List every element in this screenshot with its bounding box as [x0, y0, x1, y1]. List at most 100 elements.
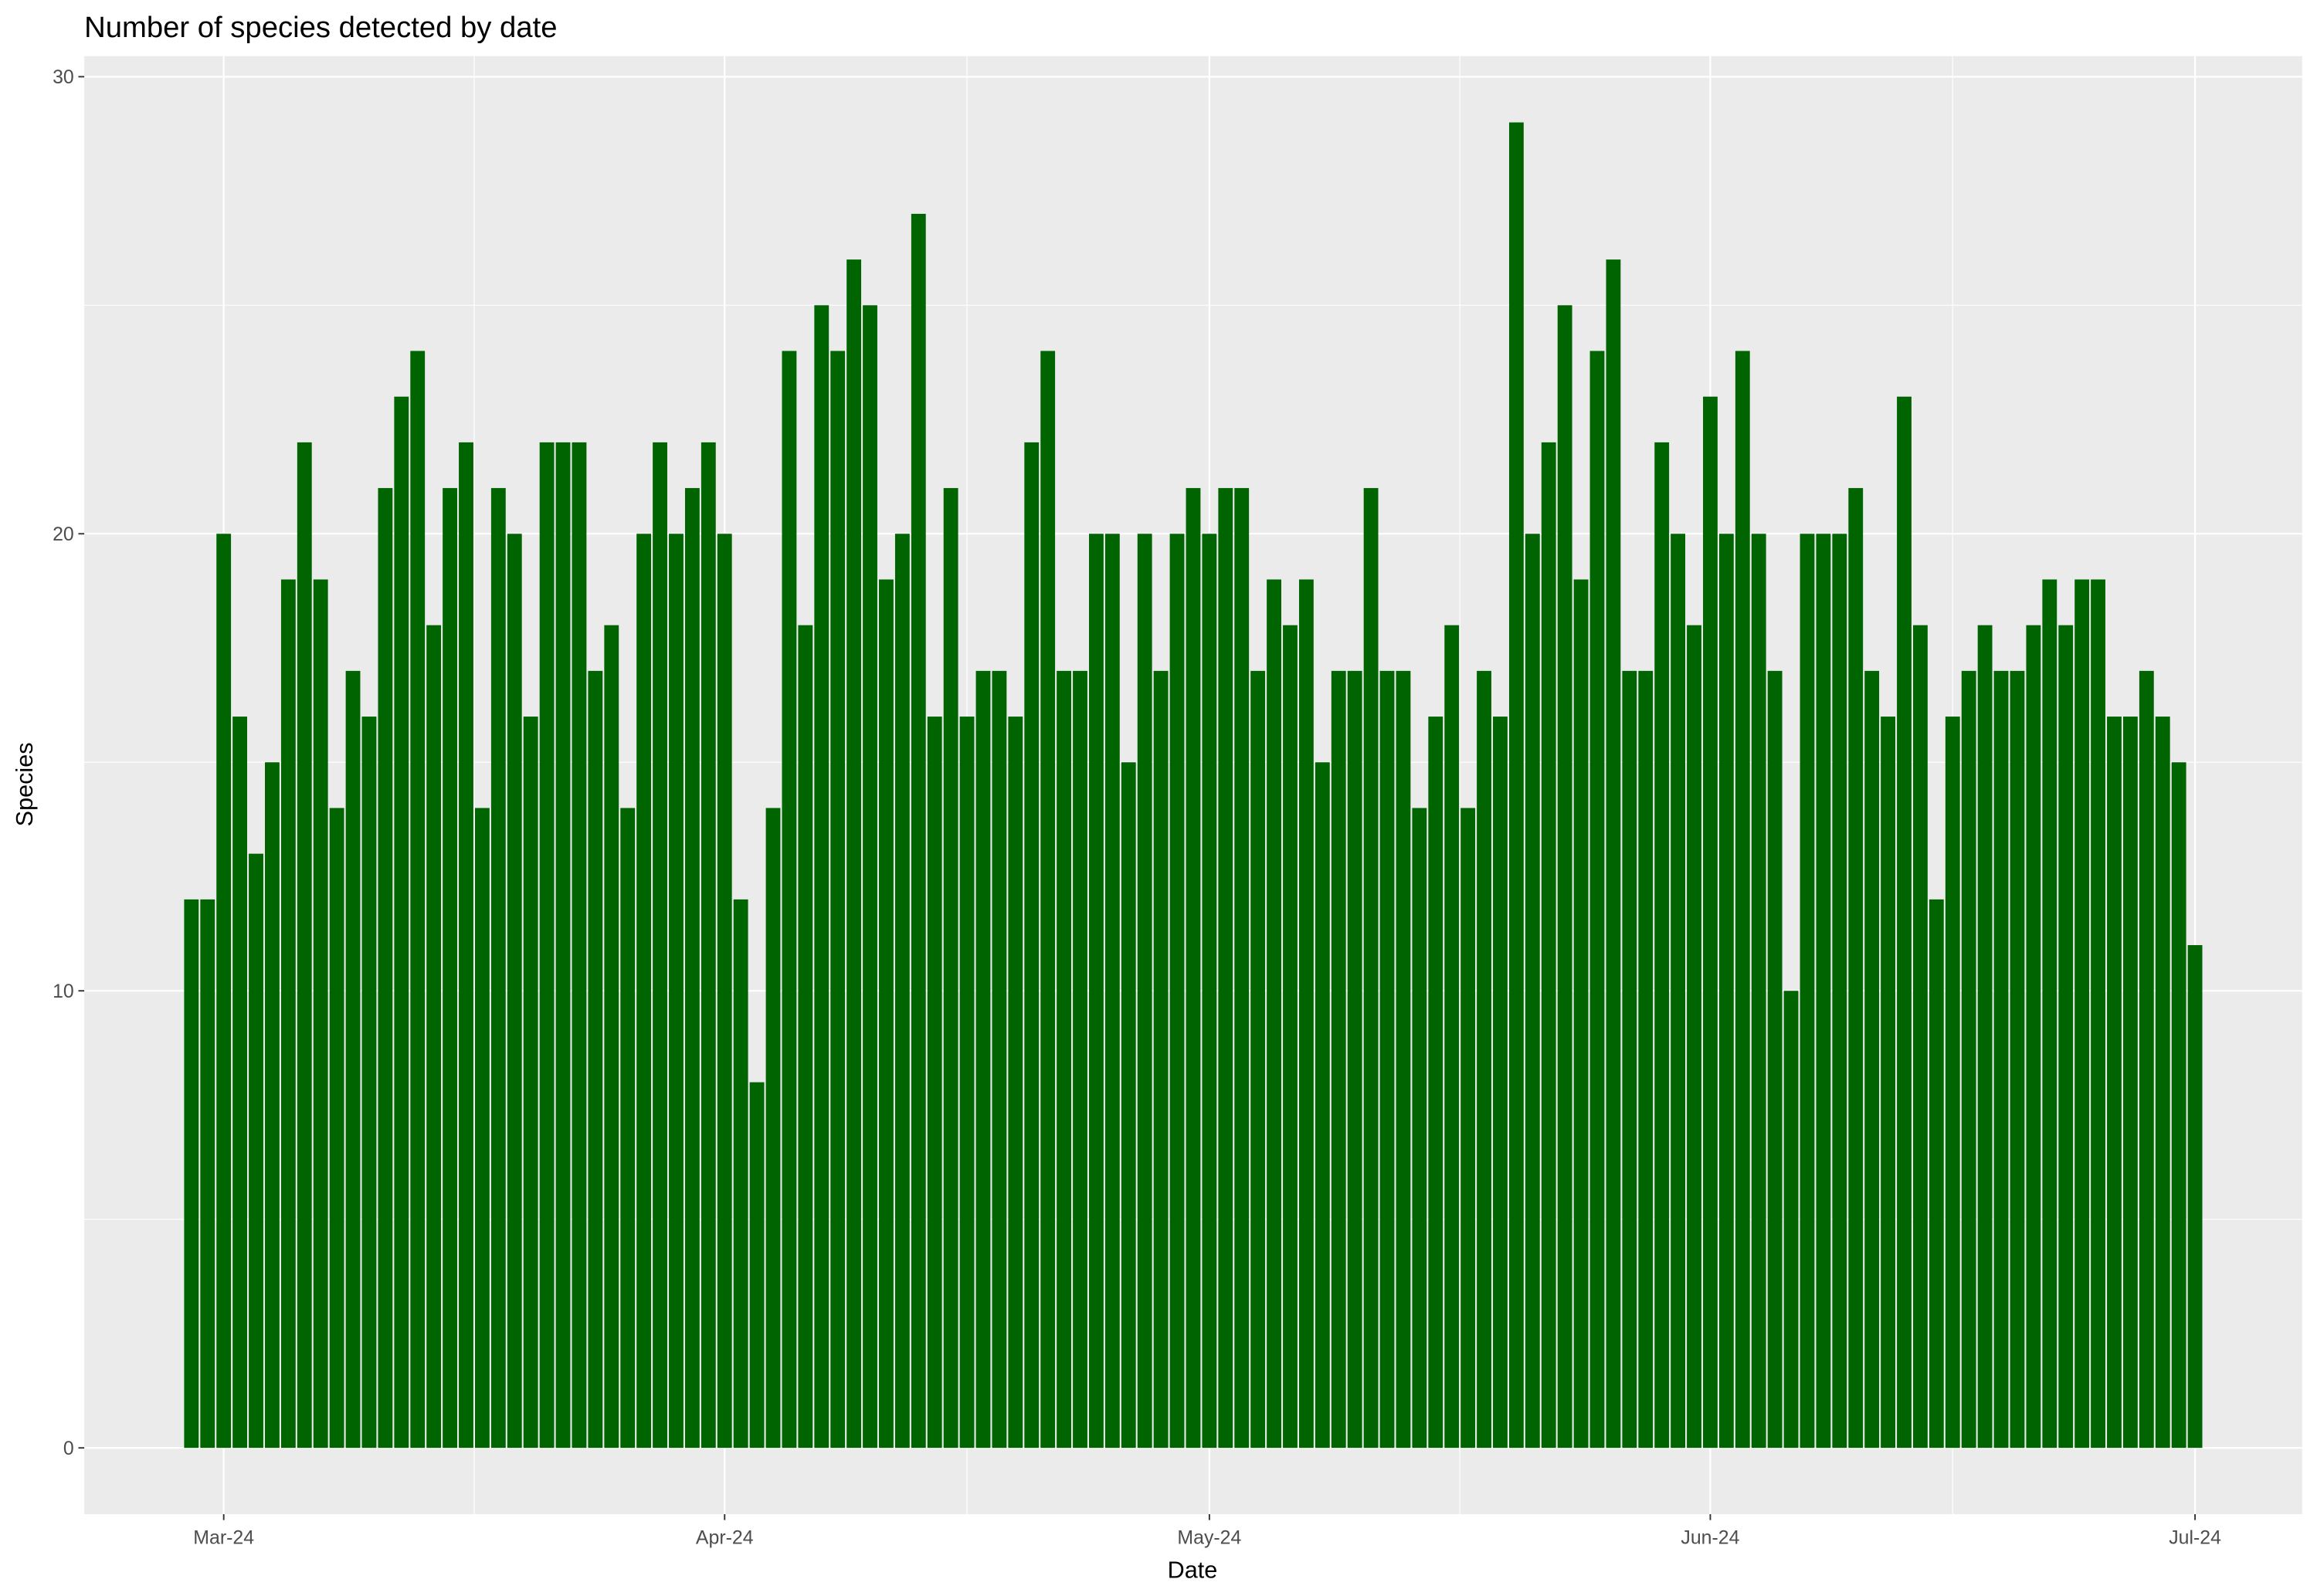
bar: [1622, 670, 1637, 1449]
bar: [1864, 670, 1880, 1449]
bar: [1169, 534, 1185, 1449]
y-tick-label: 0: [63, 1438, 74, 1459]
bar: [1234, 488, 1250, 1449]
bar: [1929, 899, 1944, 1449]
bar: [653, 442, 667, 1449]
bar: [879, 579, 894, 1449]
y-tick-label: 10: [53, 981, 74, 1002]
bar: [911, 213, 926, 1449]
bar: [1589, 351, 1605, 1449]
bar: [1606, 259, 1621, 1449]
bar: [459, 442, 473, 1449]
bar: [1379, 670, 1395, 1449]
x-tick-label: Jun-24: [1681, 1527, 1739, 1548]
bar: [2187, 945, 2203, 1449]
bar: [1735, 351, 1750, 1449]
bar: [1477, 670, 1491, 1449]
bar: [200, 899, 215, 1449]
bar: [572, 442, 587, 1449]
bar: [1848, 488, 1864, 1449]
chart-title: Number of species detected by date: [84, 11, 557, 44]
bar: [636, 534, 652, 1449]
bar: [345, 670, 361, 1449]
bar: [184, 899, 199, 1449]
bar: [474, 808, 490, 1449]
bar: [717, 534, 732, 1449]
bar: [1460, 808, 1476, 1449]
bar: [814, 305, 829, 1449]
bar: [620, 808, 636, 1449]
bar: [765, 808, 781, 1449]
x-tick-label: Jul-24: [2169, 1527, 2221, 1548]
bar: [2042, 579, 2057, 1449]
bar: [1186, 488, 1201, 1449]
bar: [1718, 534, 1734, 1449]
bar: [410, 351, 426, 1449]
bar: [555, 442, 571, 1449]
bar: [1331, 670, 1346, 1449]
bar: [1121, 762, 1136, 1449]
y-axis-title: Species: [12, 742, 38, 826]
bar: [1703, 396, 1718, 1449]
bar: [1654, 442, 1670, 1449]
bar: [1363, 488, 1379, 1449]
bar: [216, 534, 232, 1449]
bar: [1089, 534, 1104, 1449]
bar: [1767, 670, 1783, 1449]
bar: [1347, 670, 1362, 1449]
bar: [1428, 717, 1443, 1449]
x-tick-label: Apr-24: [696, 1527, 754, 1548]
bar: [1444, 625, 1460, 1449]
bar: [507, 534, 522, 1449]
bar: [701, 442, 716, 1449]
bar: [1202, 534, 1217, 1449]
bar: [1218, 488, 1233, 1449]
bar: [1993, 670, 2009, 1449]
bar: [1315, 762, 1330, 1449]
bar: [927, 717, 942, 1449]
bar: [2026, 625, 2041, 1449]
bar: [2107, 717, 2122, 1449]
bar: [1541, 442, 1556, 1449]
y-tick-label: 20: [53, 524, 74, 545]
bar: [1040, 351, 1056, 1449]
bar: [1267, 579, 1281, 1449]
bar: [1137, 534, 1152, 1449]
bar: [378, 488, 393, 1449]
bar: [1881, 717, 1895, 1449]
bar: [2171, 762, 2186, 1449]
bar: [1913, 625, 1928, 1449]
bar: [2058, 625, 2074, 1449]
bar: [749, 1082, 765, 1449]
bar: [329, 808, 344, 1449]
axes: 0 10 20 30 Mar-24 Apr-24 May-24 Jun-24 Jul-24: [53, 66, 2221, 1548]
bar: [1800, 534, 1815, 1449]
bar: [1961, 670, 1976, 1449]
bar: [588, 670, 603, 1449]
bar: [249, 853, 263, 1449]
bar: [975, 670, 991, 1449]
bar: [1945, 717, 1960, 1449]
bar: [1573, 579, 1589, 1449]
bar: [1412, 808, 1427, 1449]
bar: [297, 442, 312, 1449]
bar: [1557, 305, 1572, 1449]
x-tick-label: Mar-24: [193, 1527, 254, 1548]
bar: [1153, 670, 1169, 1449]
bar: [2074, 579, 2090, 1449]
bar: [1057, 670, 1072, 1449]
bar: [2155, 717, 2170, 1449]
bar: [733, 899, 748, 1449]
bar: [1008, 717, 1023, 1449]
bar: [361, 717, 377, 1449]
bar: [1751, 534, 1766, 1449]
bar: [1638, 670, 1654, 1449]
bar: [894, 534, 910, 1449]
bar: [992, 670, 1007, 1449]
x-tick-label: May-24: [1177, 1527, 1241, 1548]
bar: [684, 488, 700, 1449]
bar: [604, 625, 619, 1449]
bar: [1783, 991, 1799, 1449]
